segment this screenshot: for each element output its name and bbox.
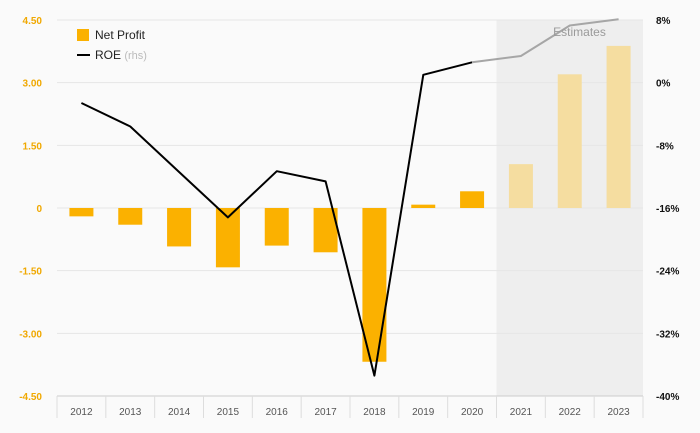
left-tick-label: 0	[36, 204, 42, 215]
left-tick-label: -3.00	[19, 329, 42, 340]
left-tick-label: -1.50	[19, 267, 42, 278]
x-tick-label: 2015	[217, 407, 240, 418]
left-tick-label: -4.50	[19, 392, 42, 403]
legend-net-profit-label: Net Profit	[95, 28, 146, 42]
bar-2012	[69, 208, 94, 217]
x-tick-label: 2016	[266, 407, 289, 418]
estimates-label: Estimates	[553, 25, 606, 39]
x-tick-label: 2019	[412, 407, 435, 418]
right-tick-label: -16%	[656, 204, 679, 215]
x-tick-label: 2017	[314, 407, 337, 418]
right-tick-label: -40%	[656, 392, 679, 403]
left-tick-label: 1.50	[23, 141, 43, 152]
bar-2014	[167, 208, 192, 247]
bar-2022	[557, 74, 582, 208]
bar-2023	[606, 45, 631, 208]
bar-2019	[411, 204, 436, 208]
legend-net-profit-swatch	[77, 29, 89, 41]
roe-line-actual	[80, 61, 473, 377]
x-tick-label: 2014	[168, 407, 191, 418]
right-tick-label: -24%	[656, 267, 679, 278]
bar-2013	[118, 208, 143, 225]
right-tick-label: -32%	[656, 329, 679, 340]
x-tick-label: 2013	[119, 407, 142, 418]
bar-2018	[362, 208, 387, 362]
roe-line-estimate	[471, 18, 619, 64]
bar-2020	[460, 191, 485, 208]
x-tick-label: 2023	[607, 407, 630, 418]
x-tick-label: 2020	[461, 407, 484, 418]
x-tick-label: 2012	[70, 407, 93, 418]
legend-roe-axis-note: (rhs)	[124, 50, 147, 62]
left-tick-label: 3.00	[23, 79, 43, 90]
x-tick-label: 2021	[510, 407, 533, 418]
bar-2016	[264, 208, 289, 246]
right-tick-label: -8%	[656, 141, 674, 152]
right-tick-label: 0%	[656, 79, 671, 90]
bar-2021	[508, 164, 533, 208]
x-tick-label: 2018	[363, 407, 386, 418]
right-tick-label: 8%	[656, 16, 671, 27]
left-tick-label: 4.50	[23, 16, 43, 27]
legend-roe-label: ROE (rhs)	[95, 48, 147, 62]
x-tick-label: 2022	[559, 407, 582, 418]
